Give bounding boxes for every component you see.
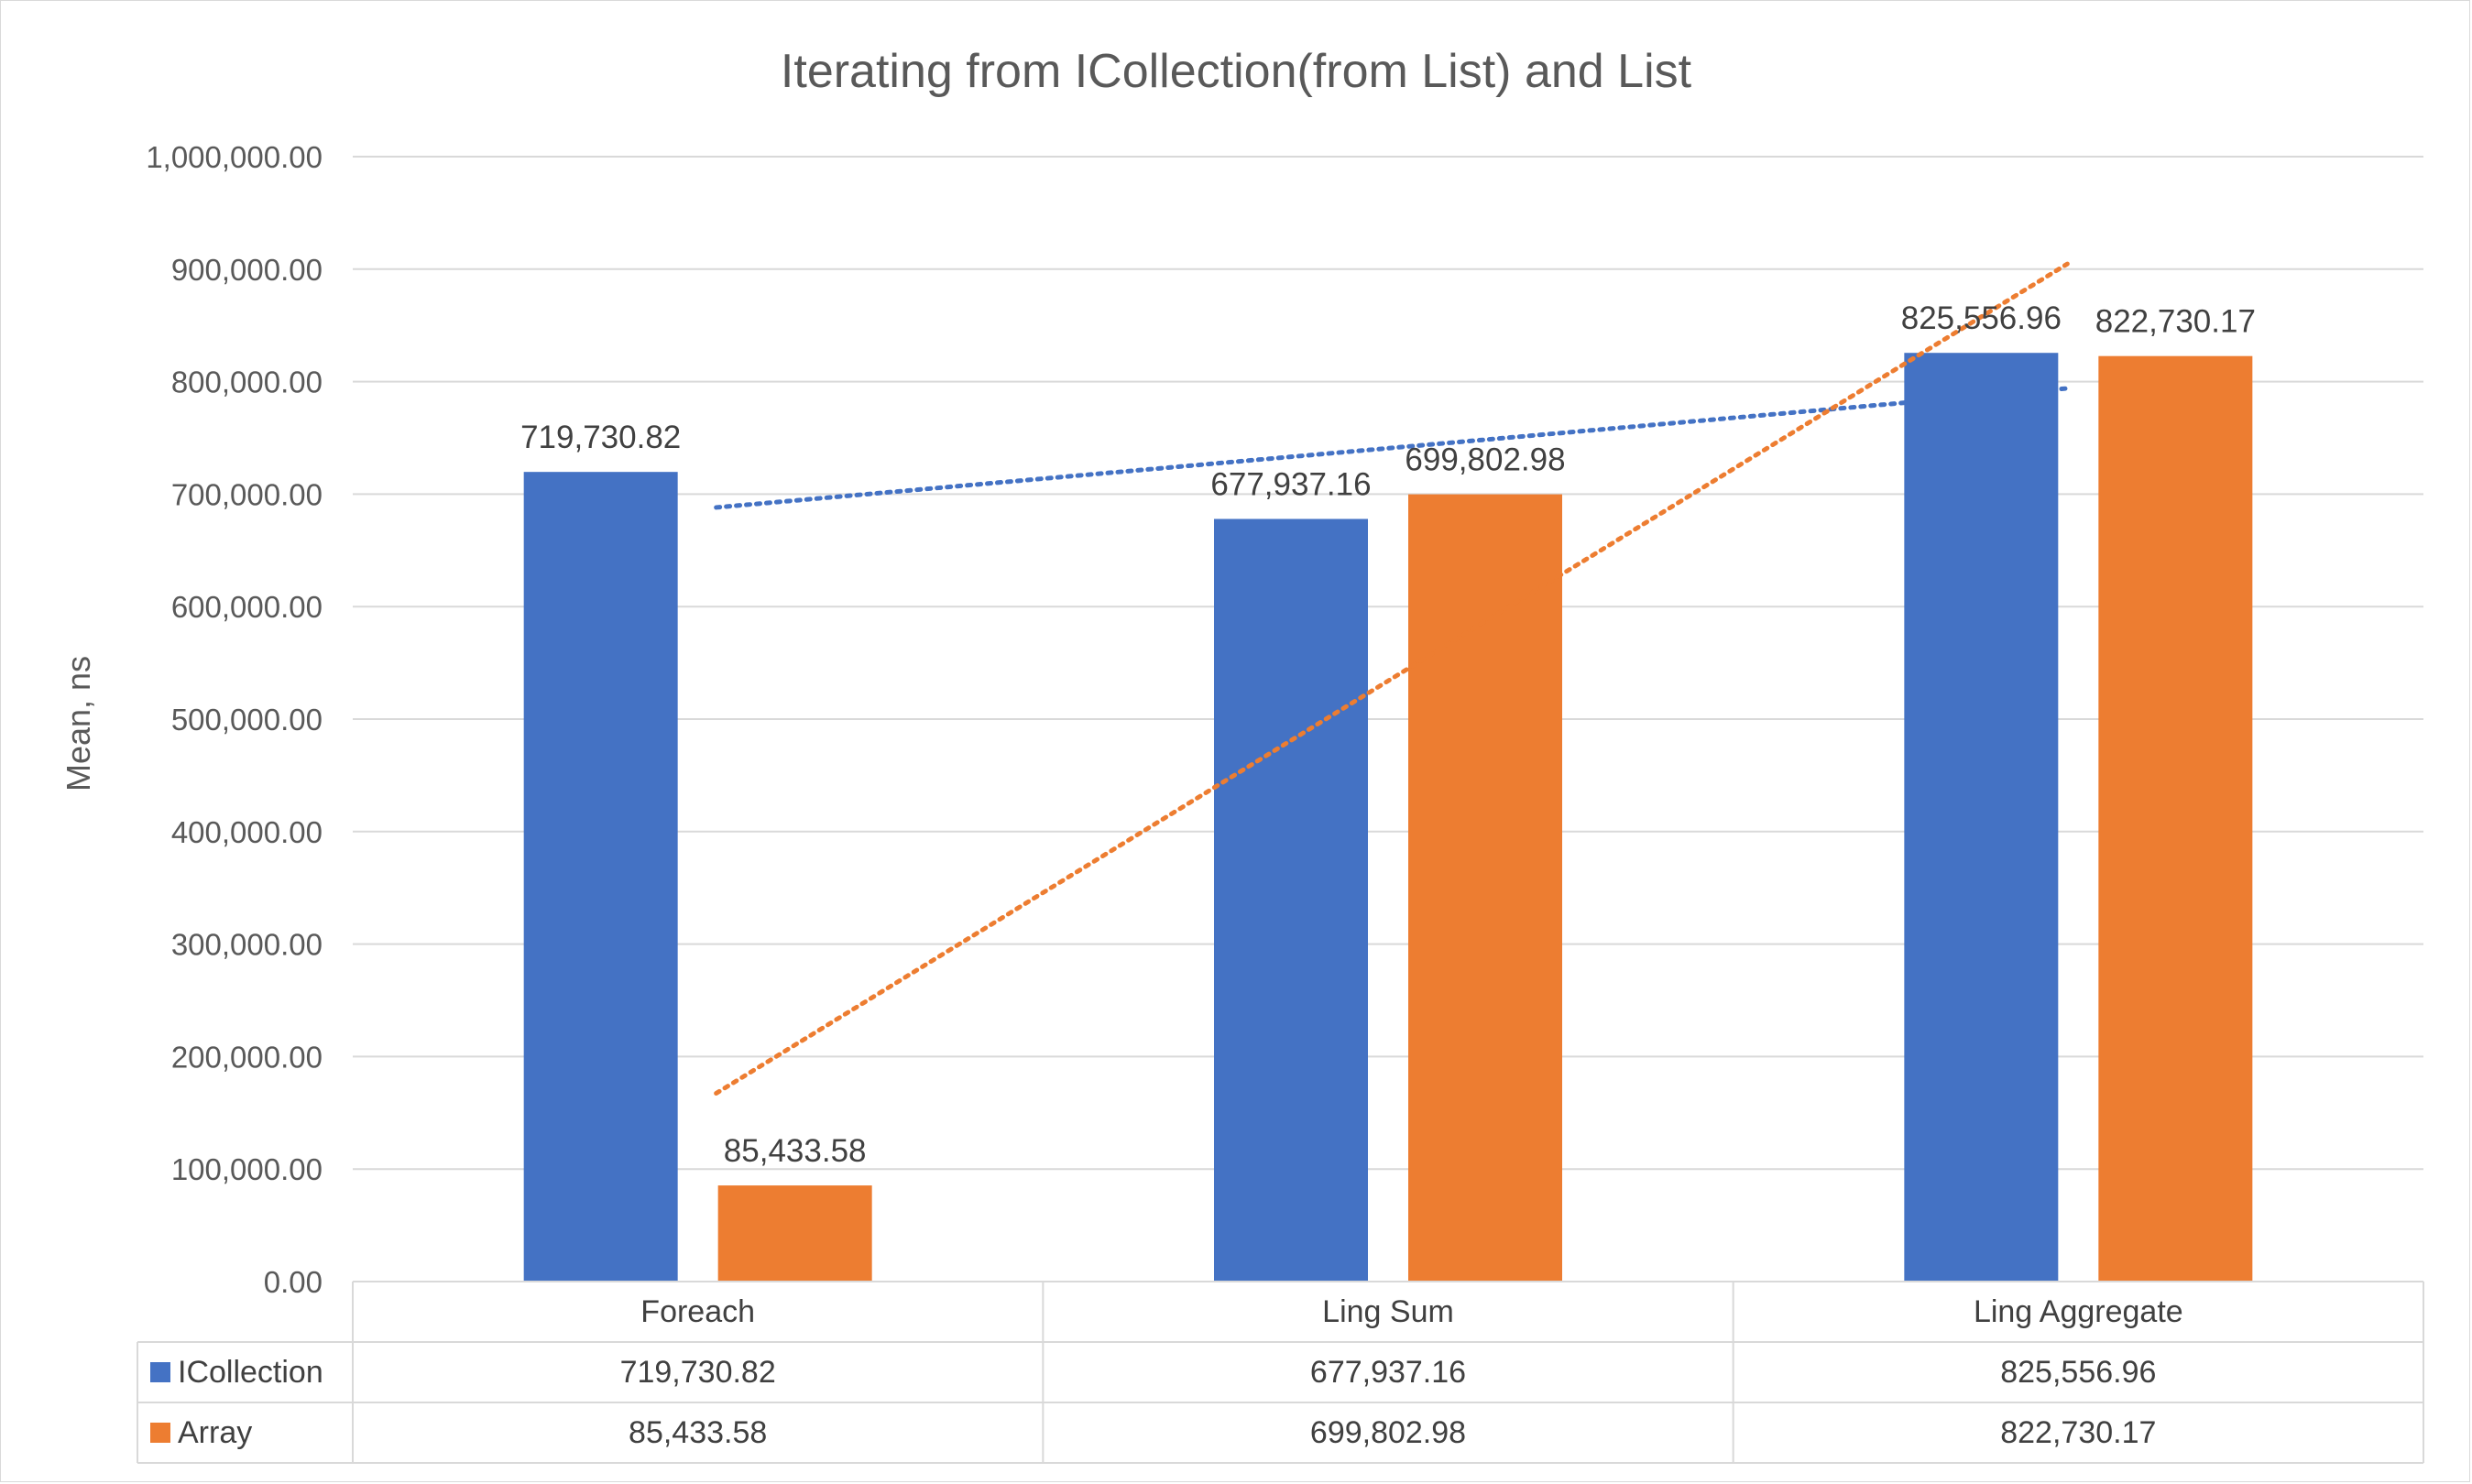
- table-cell: 822,730.17: [2000, 1415, 2156, 1450]
- data-label: 85,433.58: [724, 1133, 867, 1169]
- y-axis-label: Mean, ns: [60, 656, 97, 791]
- legend-label: ICollection: [178, 1355, 323, 1390]
- y-tick-label: 600,000.00: [171, 590, 323, 624]
- data-label: 719,730.82: [520, 420, 681, 455]
- bar-icollection-2: [1904, 353, 2059, 1282]
- chart-title: Iterating from ICollection(from List) an…: [781, 45, 1692, 98]
- data-label: 699,802.98: [1405, 442, 1565, 478]
- y-tick-label: 1,000,000.00: [146, 140, 323, 174]
- bar-array-2: [2098, 355, 2253, 1282]
- data-label: 677,937.16: [1210, 466, 1371, 502]
- legend-label: Array: [178, 1415, 252, 1450]
- y-tick-label: 200,000.00: [171, 1040, 323, 1074]
- bar-icollection-1: [1214, 518, 1368, 1282]
- bar-icollection-0: [523, 472, 678, 1282]
- bar-array-0: [717, 1185, 872, 1282]
- y-tick-label: 0.00: [264, 1265, 323, 1299]
- data-label: 822,730.17: [2095, 304, 2256, 340]
- trendlines: [714, 261, 2070, 1097]
- table-cell: 85,433.58: [629, 1415, 767, 1450]
- x-category-label: Ling Aggregate: [1974, 1294, 2183, 1329]
- y-tick-label: 500,000.00: [171, 703, 323, 737]
- bar-array-1: [1408, 494, 1562, 1282]
- x-category-label: Foreach: [640, 1294, 755, 1329]
- trendline-icollection: [714, 386, 2070, 510]
- trendline-array: [714, 261, 2070, 1097]
- data-labels: 719,730.82 677,937.16 825,556.96 85,433.58 6…: [520, 300, 2256, 1169]
- data-table: Foreach Ling Sum Ling Aggregate ICollection…: [137, 1281, 2424, 1464]
- table-cell: 825,556.96: [2000, 1355, 2156, 1390]
- table-cell: 719,730.82: [620, 1355, 776, 1390]
- x-category-label: Ling Sum: [1322, 1294, 1454, 1329]
- y-tick-label: 800,000.00: [171, 366, 323, 399]
- y-tick-label: 900,000.00: [171, 253, 323, 287]
- table-cell: 699,802.98: [1310, 1415, 1466, 1450]
- y-tick-label: 100,000.00: [171, 1152, 323, 1186]
- y-tick-label: 300,000.00: [171, 928, 323, 962]
- y-tick-label: 700,000.00: [171, 477, 323, 511]
- legend-swatch-icollection: [150, 1362, 170, 1382]
- legend-swatch-array: [150, 1423, 170, 1443]
- table-cell: 677,937.16: [1310, 1355, 1466, 1390]
- y-axis-ticks: 0.00 100,000.00 200,000.00 300,000.00 400,00…: [146, 140, 323, 1299]
- bars: [523, 353, 2253, 1282]
- y-tick-label: 400,000.00: [171, 815, 323, 849]
- data-label: 825,556.96: [1901, 300, 2062, 336]
